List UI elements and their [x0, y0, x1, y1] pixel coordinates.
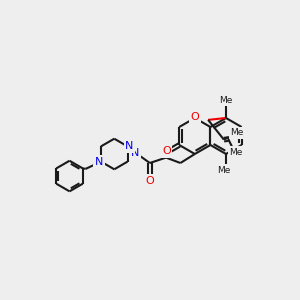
Text: N: N [95, 157, 103, 167]
Text: Me: Me [219, 96, 233, 105]
Text: Me: Me [230, 148, 243, 157]
Text: N: N [125, 141, 134, 151]
Text: N: N [131, 148, 140, 158]
Text: O: O [146, 176, 154, 185]
Text: O: O [162, 146, 171, 156]
Text: Me: Me [230, 128, 244, 137]
Text: Me: Me [217, 166, 231, 175]
Text: O: O [190, 112, 199, 122]
